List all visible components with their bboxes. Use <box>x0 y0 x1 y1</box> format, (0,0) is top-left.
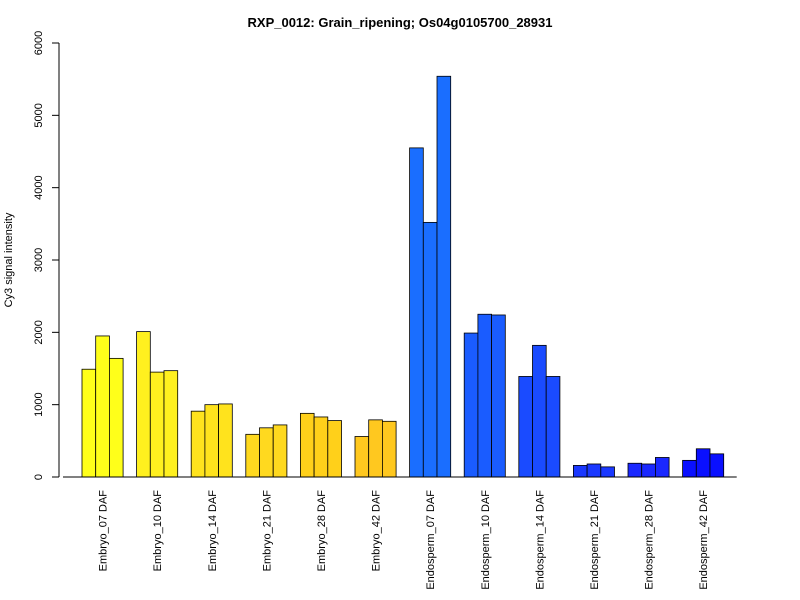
bars <box>81 75 725 478</box>
x-tick-label: Endosperm_07 DAF <box>425 490 437 590</box>
bar <box>190 410 206 478</box>
bar <box>368 419 383 478</box>
bar <box>463 332 479 478</box>
bar <box>477 313 492 478</box>
y-tick-label: 0 <box>33 474 45 480</box>
bar <box>409 147 424 478</box>
bar <box>245 433 260 478</box>
bar <box>204 404 219 478</box>
bar <box>573 465 588 478</box>
x-tick-label: Embryo_07 DAF <box>98 490 110 572</box>
bar <box>600 466 615 478</box>
bar <box>381 420 397 478</box>
bar <box>313 416 329 478</box>
bar <box>354 436 370 478</box>
bar <box>95 335 110 478</box>
bar <box>682 459 697 478</box>
x-tick-label: Endosperm_10 DAF <box>480 490 492 590</box>
bar <box>627 462 643 478</box>
x-tick-label: Endosperm_42 DAF <box>698 490 710 590</box>
bar <box>272 424 288 478</box>
y-tick-label: 1000 <box>33 392 45 416</box>
y-axis-label: Cy3 signal intensity <box>3 212 15 307</box>
y-tick-label: 2000 <box>33 320 45 344</box>
bar <box>532 344 547 478</box>
y-tick-label: 5000 <box>33 103 45 127</box>
bar <box>436 75 452 478</box>
bar <box>655 457 670 478</box>
x-tick-label: Endosperm_28 DAF <box>644 490 656 590</box>
y-tick-label: 6000 <box>33 31 45 55</box>
chart-title: RXP_0012: Grain_ripening; Os04g0105700_2… <box>248 15 553 30</box>
x-tick-label: Embryo_42 DAF <box>371 490 383 572</box>
x-tick-label: Endosperm_14 DAF <box>534 490 546 590</box>
x-tick-label: Endosperm_21 DAF <box>589 490 601 590</box>
bar <box>218 403 233 478</box>
bar <box>641 463 656 478</box>
bar <box>695 448 711 478</box>
y-axis: 0 1000 2000 3000 4000 5000 6000 <box>33 31 60 480</box>
x-tick-label: Embryo_10 DAF <box>152 490 164 572</box>
bar <box>81 368 97 478</box>
bar <box>149 371 165 478</box>
bar <box>163 370 179 478</box>
bar <box>299 412 315 478</box>
bar <box>109 357 124 478</box>
y-tick-label: 4000 <box>33 175 45 199</box>
bar <box>259 427 274 478</box>
x-tick-label: Embryo_28 DAF <box>316 490 328 572</box>
y-tick-label: 3000 <box>33 248 45 272</box>
x-tick-label: Embryo_14 DAF <box>207 490 219 572</box>
bar <box>422 221 438 478</box>
bar <box>709 453 725 478</box>
bar <box>586 463 602 478</box>
bar <box>545 376 561 478</box>
x-tick-label: Embryo_21 DAF <box>261 490 273 572</box>
bar <box>327 420 342 478</box>
bar <box>518 376 533 478</box>
x-axis: Embryo_07 DAF Embryo_10 DAF Embryo_14 DAF E… <box>63 476 737 590</box>
bar <box>491 314 506 478</box>
bar <box>136 331 151 478</box>
